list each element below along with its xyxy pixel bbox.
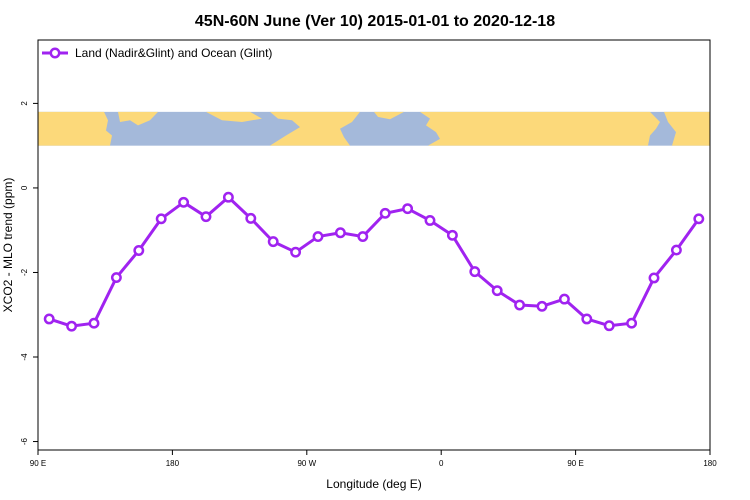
- data-point: [312, 231, 324, 242]
- data-point: [267, 236, 279, 248]
- data-point: [110, 272, 122, 283]
- y-axis: 2 0 -2 -4 -6: [20, 101, 38, 445]
- data-point: [245, 212, 257, 224]
- data-point: [133, 245, 145, 256]
- data-point: [626, 317, 638, 329]
- plot-frame: [37, 39, 711, 451]
- legend-label: Land (Nadir&Glint) and Ocean (Glint): [75, 46, 272, 60]
- y-tick-label: 0: [20, 185, 29, 190]
- data-point: [402, 203, 414, 215]
- y-tick-label: -6: [20, 437, 29, 445]
- map-land-mass: [206, 111, 262, 122]
- data-point: [200, 211, 212, 223]
- data-point: [155, 213, 167, 225]
- data-point: [603, 320, 615, 332]
- data-point: [290, 246, 302, 258]
- data-point: [581, 313, 593, 325]
- data-point: [693, 213, 705, 225]
- map-land-mass: [118, 111, 158, 126]
- x-tick-label: 180: [703, 459, 717, 468]
- x-tick-label: 90 E: [567, 459, 583, 468]
- map-land: [38, 111, 710, 146]
- data-point: [66, 320, 78, 332]
- data-point: [514, 299, 526, 311]
- y-tick-label: -4: [20, 353, 29, 361]
- data-point: [88, 317, 100, 329]
- world-map-band: [38, 111, 710, 146]
- legend-marker: [49, 47, 61, 59]
- data-point: [446, 229, 458, 241]
- data-point: [222, 191, 234, 203]
- map-land-mass: [270, 111, 360, 146]
- data-point: [670, 244, 682, 256]
- map-land-mass: [38, 111, 112, 146]
- x-tick-label: 90 E: [30, 459, 46, 468]
- data-point: [43, 313, 55, 325]
- data-point: [178, 196, 190, 208]
- data-point: [648, 272, 660, 284]
- map-land-mass: [374, 111, 404, 120]
- data-point: [558, 293, 570, 305]
- data-point: [357, 231, 369, 242]
- x-tick-label: 90 W: [297, 459, 316, 468]
- x-axis-label: Longitude (deg E): [326, 477, 421, 491]
- data-point: [536, 300, 548, 312]
- y-axis-label: XCO2 - MLO trend (ppm): [1, 178, 15, 313]
- map-land-mass: [664, 111, 710, 146]
- y-tick-label: -2: [20, 268, 29, 276]
- y-tick-label: 2: [20, 101, 29, 106]
- data-point: [469, 266, 481, 278]
- data-point: [424, 215, 436, 226]
- chart-title: 45N-60N June (Ver 10) 2015-01-01 to 2020…: [195, 13, 555, 30]
- legend: Land (Nadir&Glint) and Ocean (Glint): [42, 46, 272, 60]
- data-point: [334, 227, 346, 239]
- x-axis: 90 E 180 90 W 0 90 E 180: [30, 450, 717, 468]
- data-point: [491, 285, 503, 297]
- x-tick-label: 180: [166, 459, 180, 468]
- series-layer: [43, 191, 705, 332]
- x-tick-label: 0: [439, 459, 444, 468]
- data-point: [379, 207, 391, 219]
- map-land-mass: [420, 111, 660, 146]
